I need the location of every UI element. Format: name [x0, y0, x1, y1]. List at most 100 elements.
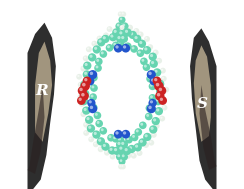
Circle shape	[152, 133, 154, 135]
Circle shape	[96, 59, 99, 62]
Circle shape	[130, 32, 133, 35]
Circle shape	[127, 145, 136, 153]
Circle shape	[153, 50, 159, 55]
Circle shape	[138, 51, 141, 53]
Circle shape	[125, 44, 128, 47]
Circle shape	[147, 104, 156, 113]
Circle shape	[157, 89, 161, 92]
Circle shape	[87, 47, 89, 50]
Circle shape	[119, 146, 122, 150]
Circle shape	[160, 98, 163, 101]
Circle shape	[117, 142, 121, 145]
Circle shape	[115, 45, 119, 49]
Circle shape	[115, 131, 119, 135]
Circle shape	[120, 159, 122, 162]
Circle shape	[77, 75, 80, 77]
Circle shape	[128, 26, 130, 28]
Circle shape	[139, 122, 147, 129]
Circle shape	[129, 146, 132, 149]
Circle shape	[118, 138, 121, 141]
Circle shape	[134, 128, 142, 136]
Circle shape	[88, 104, 97, 113]
Circle shape	[101, 51, 104, 54]
Circle shape	[127, 25, 133, 30]
Circle shape	[156, 83, 159, 87]
Circle shape	[79, 88, 83, 91]
Circle shape	[80, 91, 89, 101]
Circle shape	[149, 141, 152, 143]
Circle shape	[120, 25, 124, 30]
Circle shape	[92, 41, 97, 46]
Circle shape	[97, 38, 105, 46]
Circle shape	[81, 66, 86, 71]
Circle shape	[130, 45, 138, 53]
Circle shape	[107, 26, 112, 32]
Circle shape	[124, 148, 127, 151]
Circle shape	[112, 147, 121, 155]
Circle shape	[135, 145, 138, 148]
Circle shape	[136, 129, 139, 132]
Circle shape	[123, 30, 126, 33]
Circle shape	[149, 94, 156, 102]
Circle shape	[95, 58, 103, 65]
Circle shape	[157, 59, 160, 61]
Circle shape	[80, 102, 82, 104]
Circle shape	[80, 81, 90, 91]
Circle shape	[88, 136, 94, 142]
Circle shape	[94, 47, 97, 50]
Circle shape	[144, 36, 150, 42]
Circle shape	[103, 144, 106, 147]
Circle shape	[89, 93, 97, 101]
Circle shape	[92, 75, 94, 78]
Circle shape	[84, 72, 87, 75]
Circle shape	[152, 77, 161, 85]
Circle shape	[105, 151, 107, 153]
Circle shape	[123, 147, 132, 155]
Circle shape	[150, 84, 153, 87]
Circle shape	[137, 49, 144, 57]
Circle shape	[153, 118, 156, 122]
Circle shape	[122, 147, 131, 155]
Circle shape	[83, 55, 89, 61]
Circle shape	[151, 132, 157, 138]
Circle shape	[120, 18, 122, 20]
Circle shape	[137, 150, 142, 156]
Circle shape	[123, 45, 126, 49]
Circle shape	[148, 140, 154, 146]
Circle shape	[78, 82, 84, 88]
Circle shape	[144, 65, 147, 68]
Circle shape	[117, 137, 124, 144]
Circle shape	[86, 46, 92, 52]
Circle shape	[164, 88, 167, 90]
Circle shape	[162, 77, 164, 79]
Circle shape	[117, 149, 120, 152]
Circle shape	[88, 126, 91, 129]
Circle shape	[114, 148, 117, 151]
Polygon shape	[28, 85, 44, 174]
Circle shape	[100, 50, 107, 58]
Circle shape	[148, 76, 151, 79]
Circle shape	[79, 98, 82, 101]
Circle shape	[155, 91, 164, 101]
Circle shape	[115, 22, 123, 30]
Circle shape	[83, 108, 87, 111]
Circle shape	[144, 143, 146, 145]
Circle shape	[121, 27, 123, 29]
Circle shape	[122, 12, 124, 14]
Circle shape	[89, 100, 92, 103]
Circle shape	[121, 22, 129, 30]
Circle shape	[97, 137, 105, 146]
Circle shape	[84, 78, 87, 81]
Circle shape	[131, 134, 138, 141]
Circle shape	[97, 121, 100, 124]
Circle shape	[76, 74, 82, 80]
Circle shape	[80, 97, 88, 105]
Circle shape	[163, 87, 169, 93]
Circle shape	[81, 98, 84, 101]
Polygon shape	[194, 45, 211, 142]
Circle shape	[139, 33, 141, 35]
Circle shape	[149, 83, 156, 90]
Circle shape	[120, 140, 128, 149]
Circle shape	[111, 155, 113, 157]
Circle shape	[114, 30, 117, 33]
